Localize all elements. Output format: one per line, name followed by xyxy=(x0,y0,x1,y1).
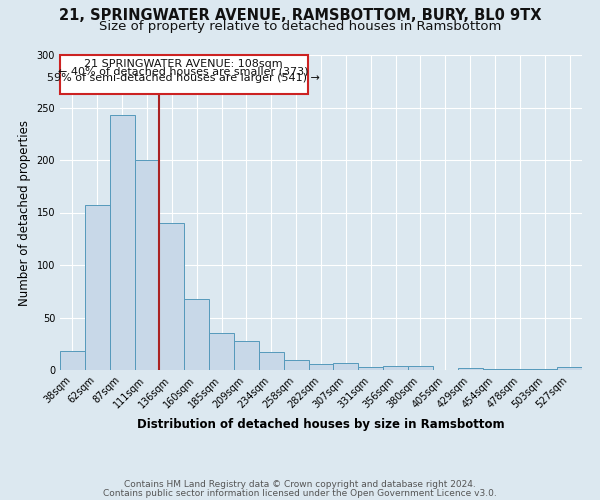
Bar xyxy=(532,369,557,370)
X-axis label: Distribution of detached houses by size in Ramsbottom: Distribution of detached houses by size … xyxy=(137,418,505,431)
Text: 21 SPRINGWATER AVENUE: 108sqm: 21 SPRINGWATER AVENUE: 108sqm xyxy=(85,59,283,69)
Text: 59% of semi-detached houses are larger (541) →: 59% of semi-detached houses are larger (… xyxy=(47,73,320,83)
Text: Size of property relative to detached houses in Ramsbottom: Size of property relative to detached ho… xyxy=(99,20,501,33)
Bar xyxy=(209,333,234,370)
Bar xyxy=(85,205,110,370)
Bar xyxy=(110,115,134,370)
Y-axis label: Number of detached properties: Number of detached properties xyxy=(18,120,31,306)
Text: 21, SPRINGWATER AVENUE, RAMSBOTTOM, BURY, BL0 9TX: 21, SPRINGWATER AVENUE, RAMSBOTTOM, BURY… xyxy=(59,8,541,22)
Bar xyxy=(234,340,259,370)
Bar xyxy=(284,360,308,370)
Text: ← 40% of detached houses are smaller (373): ← 40% of detached houses are smaller (37… xyxy=(58,66,309,76)
FancyBboxPatch shape xyxy=(60,55,308,94)
Text: Contains public sector information licensed under the Open Government Licence v3: Contains public sector information licen… xyxy=(103,488,497,498)
Bar xyxy=(508,369,532,370)
Bar xyxy=(557,367,582,370)
Bar xyxy=(184,298,209,370)
Bar xyxy=(134,160,160,370)
Bar xyxy=(60,351,85,370)
Bar xyxy=(482,369,508,370)
Bar xyxy=(358,367,383,370)
Text: Contains HM Land Registry data © Crown copyright and database right 2024.: Contains HM Land Registry data © Crown c… xyxy=(124,480,476,489)
Bar xyxy=(334,362,358,370)
Bar xyxy=(259,352,284,370)
Bar xyxy=(458,368,482,370)
Bar xyxy=(308,364,334,370)
Bar xyxy=(408,366,433,370)
Bar xyxy=(160,223,184,370)
Bar xyxy=(383,366,408,370)
